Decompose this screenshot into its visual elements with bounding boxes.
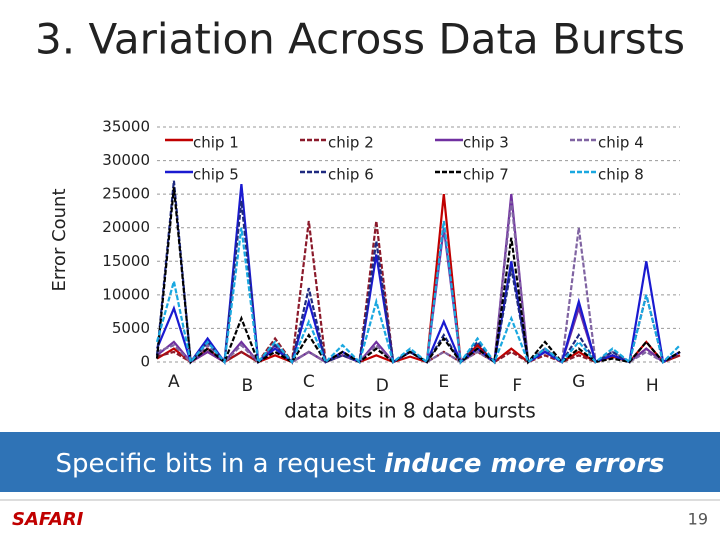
x-tick-label: E xyxy=(438,372,449,392)
legend-label: chip 7 xyxy=(463,166,509,184)
series-line xyxy=(155,187,681,365)
x-tick-label: F xyxy=(512,376,522,396)
banner xyxy=(0,432,720,492)
x-axis-label: data bits in 8 data bursts xyxy=(284,399,536,423)
legend-label: chip 8 xyxy=(598,166,644,184)
series-line xyxy=(156,200,681,365)
y-tick-label: 5000 xyxy=(112,319,150,337)
y-axis-label: Error Count xyxy=(49,188,70,291)
y-tick-label: 30000 xyxy=(102,151,150,169)
y-tick-label: 15000 xyxy=(102,252,150,270)
legend-label: chip 6 xyxy=(328,166,374,184)
y-tick-label: 35000 xyxy=(102,118,150,136)
x-tick-label: B xyxy=(242,376,254,396)
y-tick-label: 0 xyxy=(140,353,150,371)
x-tick-label: C xyxy=(303,372,315,392)
series-line xyxy=(155,220,681,365)
legend-label: chip 5 xyxy=(193,166,239,184)
page-number: 19 xyxy=(688,510,708,529)
footer-logo: SAFARI xyxy=(12,509,84,530)
y-tick-label: 20000 xyxy=(102,218,150,236)
legend-label: chip 4 xyxy=(598,134,644,152)
banner-text: Specific bits in a request induce more e… xyxy=(56,449,665,479)
series-line xyxy=(155,180,681,365)
x-tick-label: H xyxy=(646,376,659,396)
slide-title: 3. Variation Across Data Bursts xyxy=(35,15,685,64)
banner-plain: Specific bits in a request xyxy=(56,449,384,479)
legend-label: chip 1 xyxy=(193,134,239,152)
plot: 0 5000 10000 15000 20000 25000 30000 35000 A B C D E… xyxy=(102,118,681,396)
x-tick-label: G xyxy=(572,372,585,392)
legend-label: chip 2 xyxy=(328,134,374,152)
x-tick-label: D xyxy=(376,376,389,396)
y-tick-label: 25000 xyxy=(102,185,150,203)
legend-label: chip 3 xyxy=(463,134,509,152)
banner-emphasis: induce more errors xyxy=(384,449,665,479)
y-tick-label: 10000 xyxy=(102,285,150,303)
x-tick-label: A xyxy=(168,372,180,392)
